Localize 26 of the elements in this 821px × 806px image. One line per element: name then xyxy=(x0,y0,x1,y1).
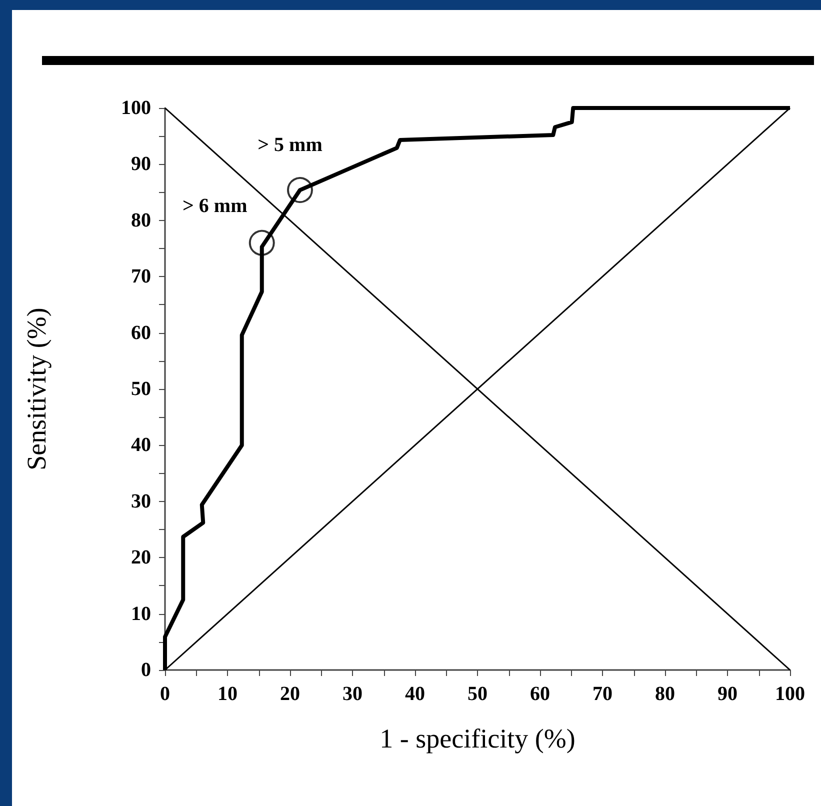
y-tick-label: 100 xyxy=(121,97,151,119)
y-tick-label: 60 xyxy=(131,322,151,344)
x-tick-label: 90 xyxy=(718,683,738,705)
y-tick-label: 0 xyxy=(141,659,151,681)
y-tick-label: 80 xyxy=(131,209,151,232)
y-tick-label: 30 xyxy=(131,490,151,512)
y-tick-label: 90 xyxy=(131,153,151,176)
x-tick-label: 0 xyxy=(160,683,170,705)
x-tick-label: 30 xyxy=(342,683,362,705)
x-tick-label: 50 xyxy=(468,683,488,705)
y-tick-label: 40 xyxy=(131,434,151,456)
x-axis-title: 1 - specificity (%) xyxy=(380,724,576,754)
y-tick-label: 50 xyxy=(131,378,151,400)
y-tick-label: 20 xyxy=(131,546,151,569)
x-tick-label: 40 xyxy=(405,683,425,705)
y-axis-title: Sensitivity (%) xyxy=(22,308,52,470)
annotation: > 5 mm xyxy=(258,134,323,156)
x-tick-label: 100 xyxy=(775,683,805,705)
y-tick-label: 10 xyxy=(131,602,151,625)
x-tick-label: 60 xyxy=(530,683,550,705)
x-tick-label: 20 xyxy=(280,683,300,705)
x-tick-label: 70 xyxy=(592,683,612,705)
annotation: > 6 mm xyxy=(182,194,248,217)
y-tick-label: 70 xyxy=(131,266,151,288)
x-tick-label: 10 xyxy=(218,683,238,705)
x-tick-label: 80 xyxy=(655,683,675,705)
